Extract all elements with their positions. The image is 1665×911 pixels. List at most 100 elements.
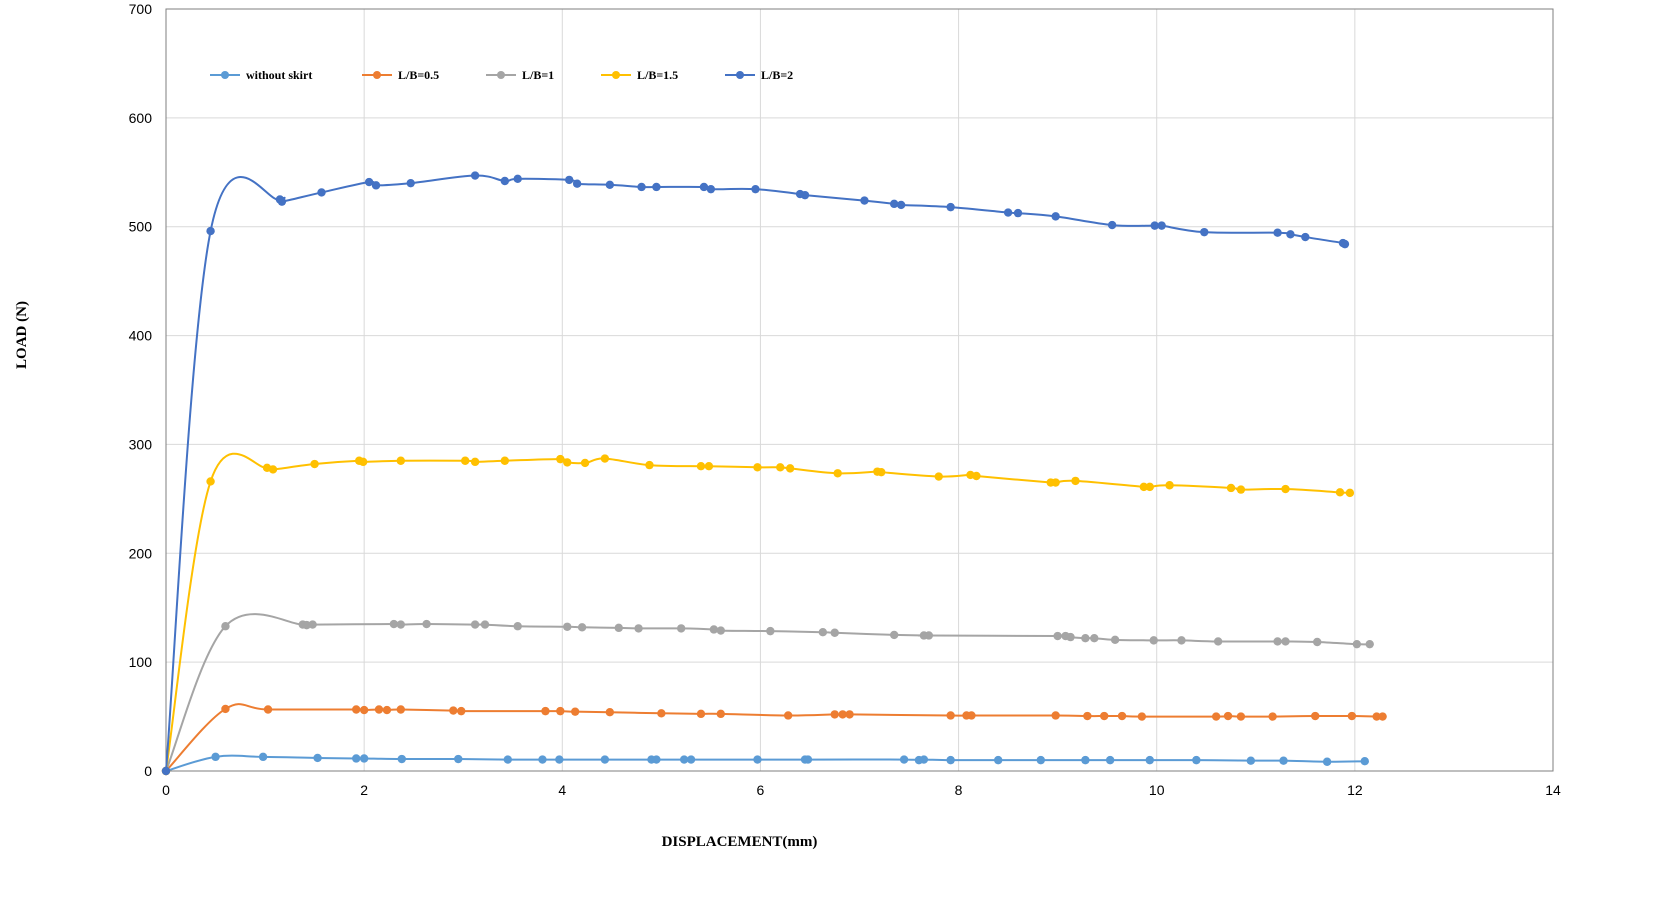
data-point [1313,637,1322,647]
data-point [709,625,719,634]
data-point [460,456,470,465]
data-point [1301,232,1310,242]
y-tick-label: 700 [129,1,153,17]
data-point [470,457,480,467]
data-point [919,755,929,764]
data-point [1145,755,1154,765]
data-point [1117,711,1127,721]
data-point [396,620,405,629]
data-point [263,705,273,714]
data-point [563,458,572,467]
data-point [1066,632,1075,642]
series-line [165,613,1370,772]
data-point [1105,755,1115,765]
data-point [1372,712,1381,721]
x-axis-ticks: 0 2 4 6 8 10 12 14 [162,782,1561,798]
data-point [838,710,847,719]
data-point [1360,757,1369,766]
data-point [359,754,369,763]
legend-label: without skirt [246,68,312,82]
data-point [706,184,716,194]
x-axis-title: DISPLACEMENT(mm) [662,834,818,850]
data-point [1236,485,1246,494]
data-point [268,465,278,474]
data-point [1149,636,1158,645]
data-point [776,463,785,472]
data-point [1110,635,1120,645]
data-point [352,705,361,714]
legend-swatch-marker [497,71,505,79]
data-point [1177,636,1186,645]
data-point [221,622,230,631]
data-point [1003,208,1013,217]
y-axis-title: LOAD (N) [14,301,30,369]
data-point [577,623,587,632]
data-point [1273,228,1282,237]
data-point [696,462,706,471]
series-3 [161,613,1374,776]
data-point [830,628,839,637]
data-point [605,708,615,717]
data-point [382,705,392,715]
data-point [896,200,906,210]
data-point [1311,711,1320,721]
data-point [889,199,899,209]
x-tick-label: 10 [1149,782,1165,798]
data-point [1211,712,1221,721]
data-point [833,469,842,478]
y-tick-label: 500 [129,219,153,235]
data-point [1279,756,1288,765]
data-point [1246,756,1256,765]
data-point [313,753,322,763]
data-point [1090,633,1099,643]
series-line [165,452,1350,772]
data-point [277,197,287,206]
legend-item: L/B=1.5 [601,68,678,82]
data-point [580,458,590,468]
data-point [803,755,813,764]
data-point [206,226,215,236]
data-point [1281,637,1290,646]
x-tick-label: 8 [955,782,963,798]
data-point [605,180,615,190]
legend-item: without skirt [210,68,312,82]
data-point [1281,484,1290,494]
data-point [500,456,510,465]
legend-item: L/B=1 [486,68,554,82]
data-point [652,182,661,192]
data-point [860,196,869,205]
data-point [1053,631,1062,641]
data-point [371,181,381,190]
data-point [699,182,709,192]
data-point [556,454,565,464]
data-point [1268,712,1277,721]
data-point [600,755,610,764]
data-point [1322,757,1332,766]
legend-swatch-marker [612,71,620,79]
legend-swatch-marker [221,71,229,79]
y-tick-label: 100 [129,654,153,670]
data-point [753,463,762,472]
data-point [1100,711,1109,721]
data-point [600,454,610,463]
legend-label: L/B=0.5 [398,68,439,82]
data-point [500,176,510,186]
legend: without skirt L/B=0.5 L/B=1 L/B=1.5 L/B=2 [210,68,793,82]
data-point [556,706,565,716]
data-point [1340,239,1350,249]
series-4 [161,452,1355,776]
data-point [1378,712,1387,721]
data-point [352,754,361,763]
plot-area [165,8,1554,772]
y-tick-label: 600 [129,110,153,126]
data-point [1365,639,1374,649]
x-tick-label: 12 [1347,782,1363,798]
data-point [934,472,943,481]
data-point [1051,711,1060,720]
data-point [1165,481,1174,490]
data-point [924,631,934,640]
data-point [818,628,828,637]
data-point [563,622,572,631]
